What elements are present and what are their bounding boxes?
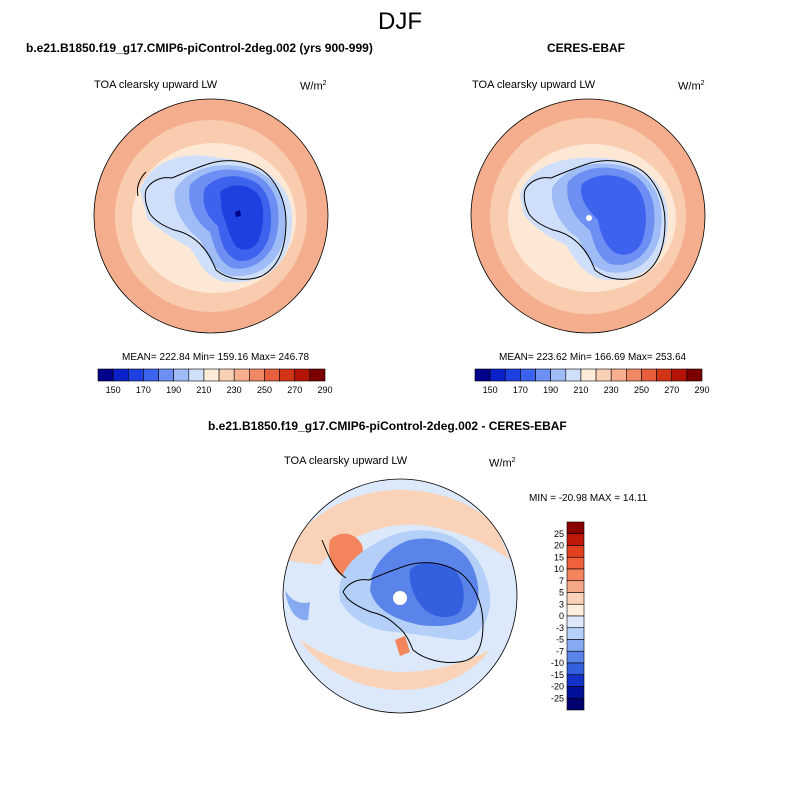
colorbar-swatch: [566, 674, 585, 687]
panel3-title: b.e21.B1850.f19_g17.CMIP6-piControl-2deg…: [208, 419, 567, 433]
colorbar-swatch: [566, 627, 585, 640]
colorbar-swatch: [595, 368, 612, 382]
colorbar-tick-label: -7: [556, 646, 564, 656]
colorbar-tick-label: 150: [483, 385, 498, 395]
panel2-subtitle: TOA clearsky upward LW: [472, 79, 596, 91]
panel2-stats: MEAN= 223.62 Min= 166.69 Max= 253.64: [499, 352, 687, 363]
colorbar-tick-label: -3: [556, 623, 564, 633]
colorbar-swatch: [489, 368, 506, 382]
colorbar-swatch: [566, 533, 585, 546]
panel1-stats: MEAN= 222.84 Min= 159.16 Max= 246.78: [122, 352, 310, 363]
colorbar-swatch: [203, 368, 220, 382]
colorbar-swatch: [566, 639, 585, 652]
panel3-units: W/m2: [489, 457, 516, 470]
colorbar-swatch: [671, 368, 688, 382]
colorbar-tick-label: 250: [634, 385, 649, 395]
colorbar-swatch: [566, 662, 585, 676]
colorbar-swatch: [112, 368, 129, 382]
colorbar-tick-label: 0: [559, 611, 564, 621]
colorbar-tick-label: -25: [551, 693, 564, 703]
colorbar-swatch: [566, 686, 585, 699]
colorbar-tick-label: 3: [559, 599, 564, 609]
colorbar-tick-label: 290: [317, 385, 332, 395]
colorbar-tick-label: 150: [106, 385, 121, 395]
colorbar-tick-label: 210: [573, 385, 588, 395]
colorbar-swatch: [566, 545, 585, 558]
colorbar-swatch: [566, 603, 585, 617]
colorbar-tick-label: -5: [556, 635, 564, 645]
colorbar-swatch: [686, 368, 703, 382]
colorbar-swatch: [474, 368, 491, 382]
colorbar-tick-label: 25: [554, 529, 564, 539]
map-difference: [283, 479, 517, 713]
colorbar-swatch: [309, 368, 326, 382]
colorbar-swatch: [566, 697, 585, 711]
colorbar-swatch: [127, 368, 144, 382]
colorbar-tick-label: 210: [196, 385, 211, 395]
colorbar-tick-label: -15: [551, 670, 564, 680]
colorbar-swatch: [158, 368, 174, 382]
panel2-title: CERES-EBAF: [547, 41, 626, 55]
colorbar-model: 150 170 190 210 230 250 270 290: [97, 368, 333, 395]
panel1-subtitle: TOA clearsky upward LW: [94, 79, 218, 91]
figure-title: DJF: [378, 8, 422, 35]
colorbar-tick-label: 15: [554, 552, 564, 562]
colorbar-swatch: [580, 368, 597, 382]
colorbar-swatch: [566, 568, 585, 582]
colorbar-swatch: [249, 368, 265, 382]
colorbar-tick-label: 270: [287, 385, 302, 395]
colorbar-swatch: [610, 368, 627, 382]
colorbar-swatch: [565, 368, 582, 382]
colorbar-swatch: [188, 368, 205, 382]
map-ceres: [471, 99, 705, 333]
colorbar-tick-label: 7: [559, 576, 564, 586]
colorbar-tick-label: 170: [136, 385, 151, 395]
colorbar-tick-label: -10: [551, 658, 564, 668]
colorbar-ceres: 150 170 190 210 230 250 270 290: [474, 368, 710, 395]
colorbar-tick-label: 170: [513, 385, 528, 395]
panel1-title: b.e21.B1850.f19_g17.CMIP6-piControl-2deg…: [26, 41, 373, 55]
colorbar-swatch: [641, 368, 657, 382]
panel3-stats: MIN = -20.98 MAX = 14.11: [529, 493, 648, 504]
colorbar-swatch: [566, 556, 585, 570]
colorbar-tick-label: 290: [694, 385, 709, 395]
colorbar-tick-label: 10: [554, 564, 564, 574]
colorbar-tick-label: 230: [604, 385, 619, 395]
colorbar-swatch: [535, 368, 551, 382]
colorbar-swatch: [566, 615, 585, 629]
colorbar-swatch: [656, 368, 673, 382]
panel1-units: W/m2: [300, 80, 327, 93]
colorbar-tick-label: 270: [664, 385, 679, 395]
colorbar-tick-label: 230: [227, 385, 242, 395]
colorbar-swatch: [279, 368, 296, 382]
panel2-units: W/m2: [678, 80, 705, 93]
colorbar-tick-label: -20: [551, 682, 564, 692]
colorbar-swatch: [520, 368, 536, 382]
colorbar-swatch: [626, 368, 642, 382]
colorbar-swatch: [566, 650, 585, 664]
colorbar-swatch: [504, 368, 521, 382]
colorbar-swatch: [566, 592, 585, 605]
colorbar-tick-label: 20: [554, 541, 564, 551]
colorbar-swatch: [294, 368, 311, 382]
colorbar-tick-label: 190: [543, 385, 558, 395]
panel3-subtitle: TOA clearsky upward LW: [284, 455, 408, 467]
colorbar-swatch: [173, 368, 190, 382]
colorbar-swatch: [97, 368, 114, 382]
colorbar-swatch: [566, 580, 585, 593]
colorbar-swatch: [566, 521, 585, 535]
colorbar-swatch: [264, 368, 280, 382]
colorbar-tick-label: 5: [559, 588, 564, 598]
colorbar-tick-label: 250: [257, 385, 272, 395]
colorbar-swatch: [218, 368, 235, 382]
map-model: [94, 99, 328, 333]
colorbar-swatch: [233, 368, 250, 382]
colorbar-tick-label: 190: [166, 385, 181, 395]
colorbar-swatch: [550, 368, 567, 382]
colorbar-swatch: [143, 368, 159, 382]
